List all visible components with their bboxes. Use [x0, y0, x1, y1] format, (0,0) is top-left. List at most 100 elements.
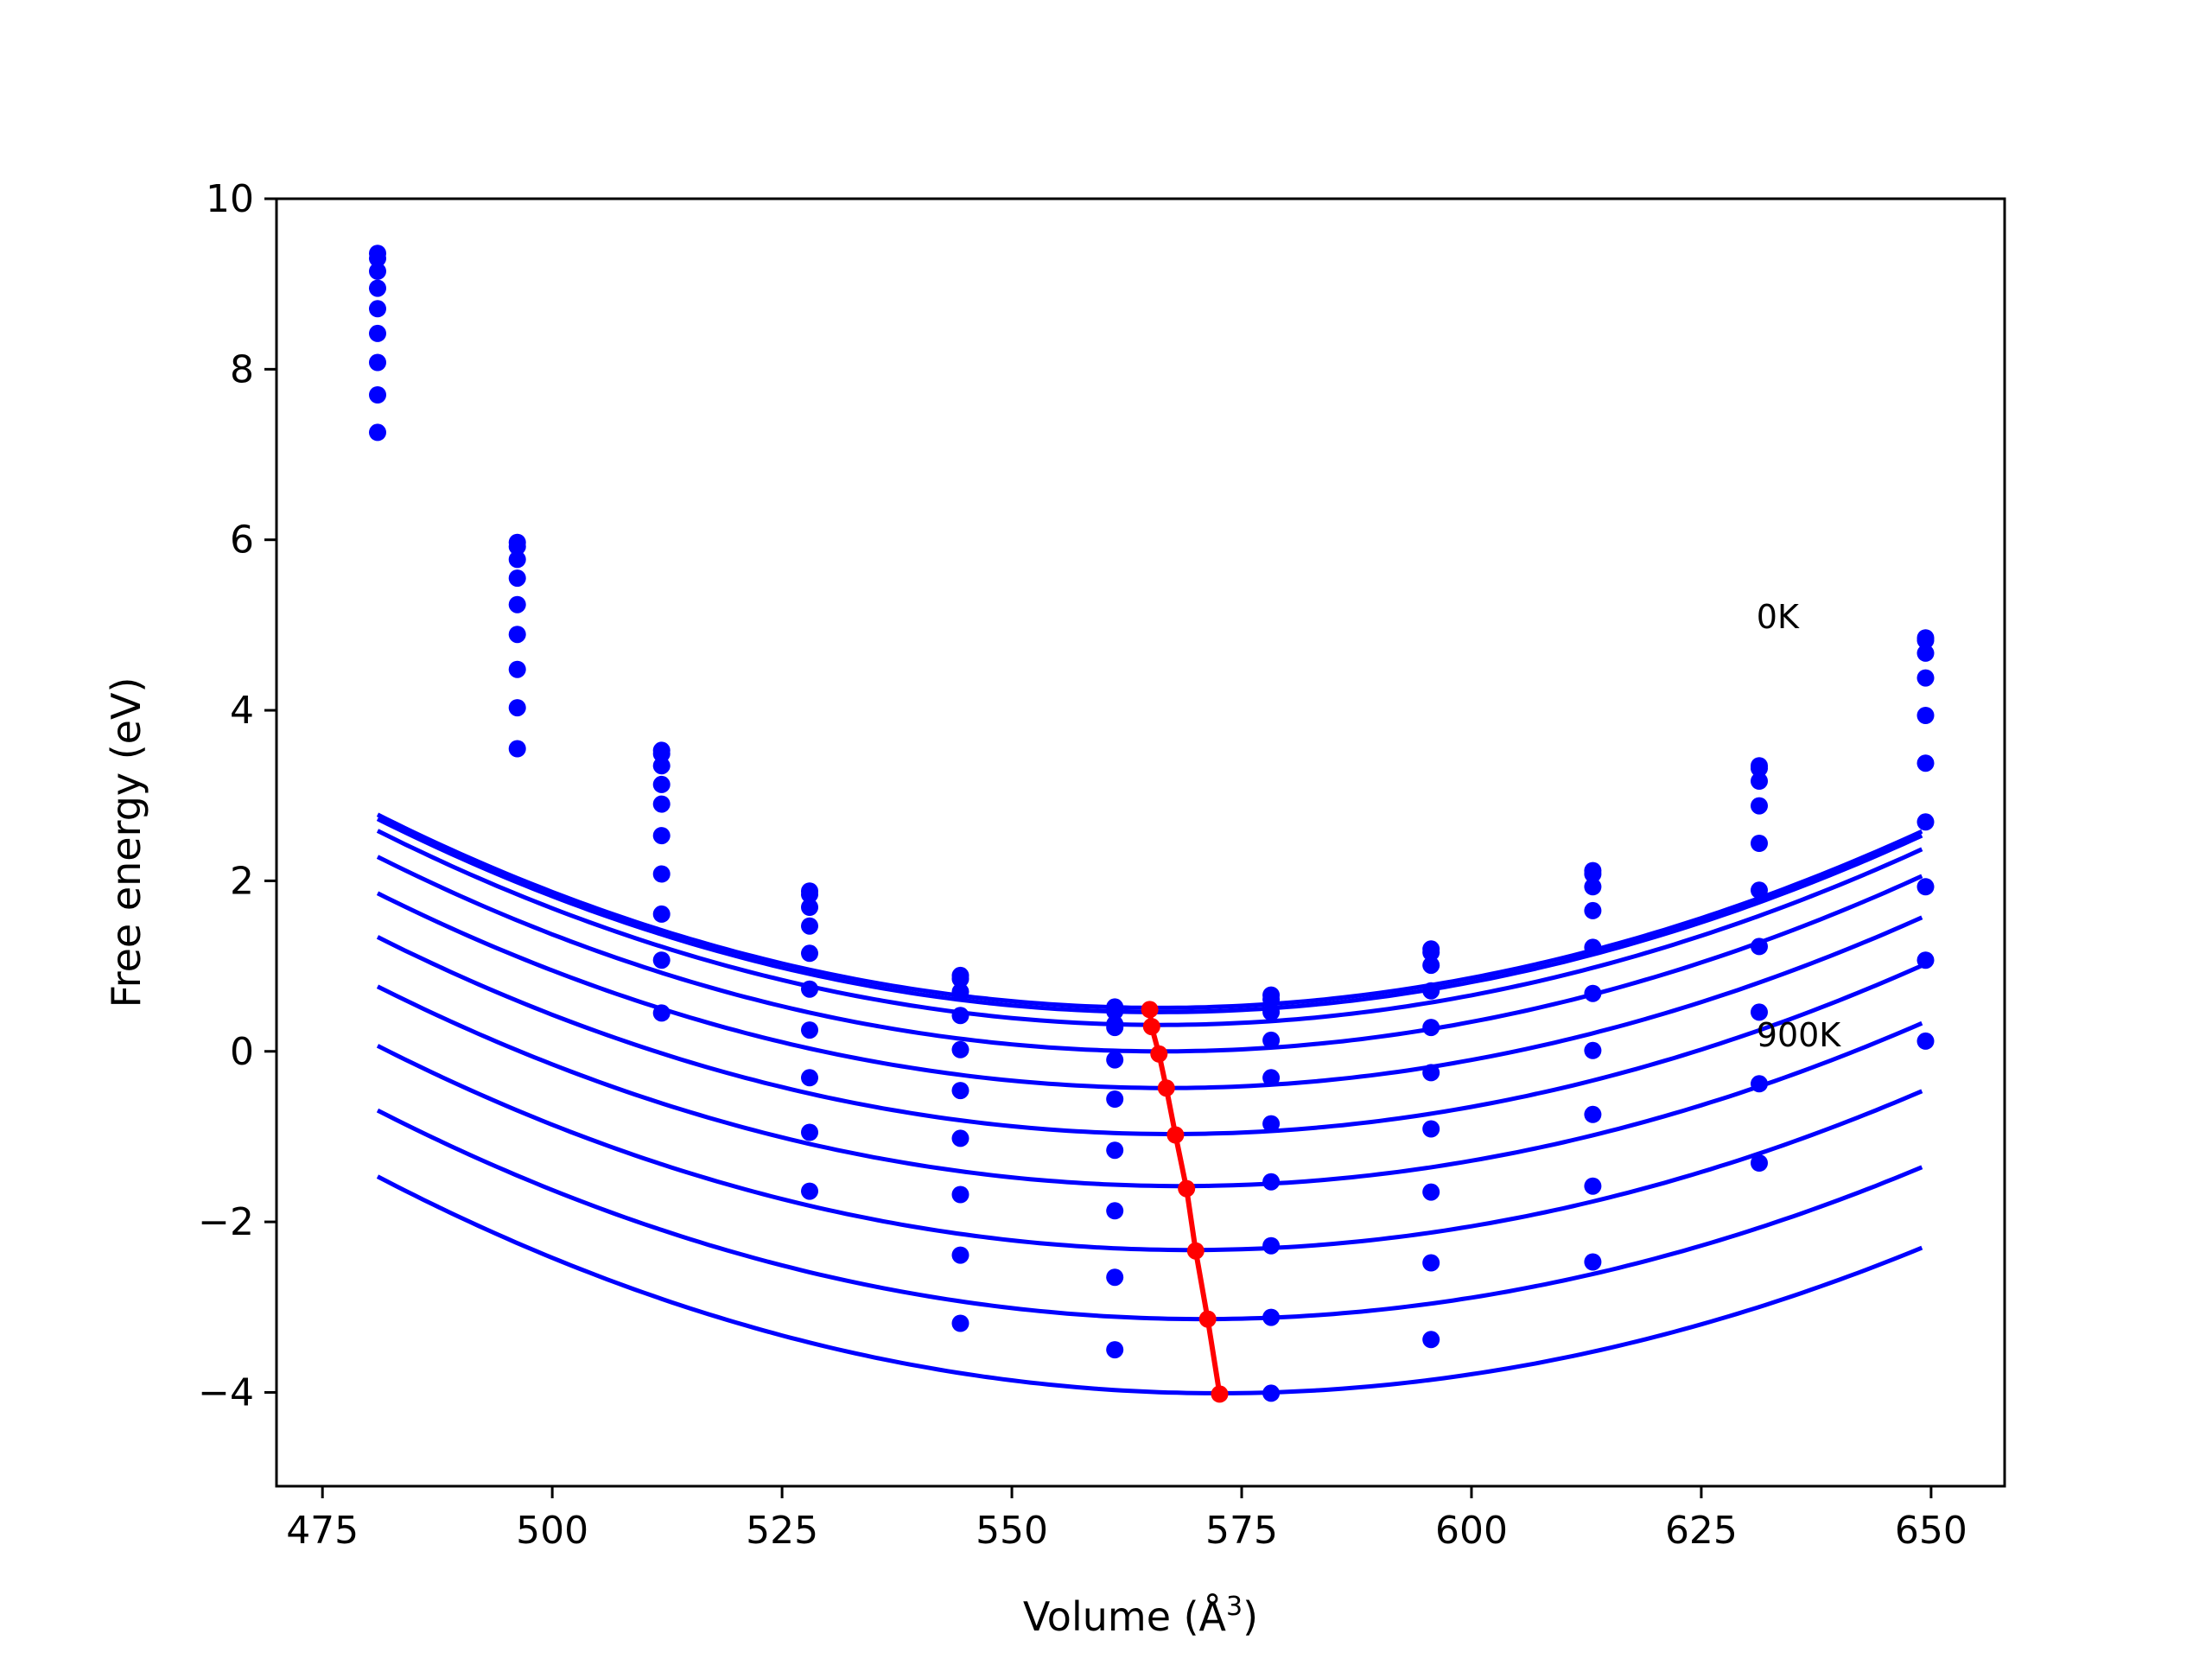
- data-point-1-9: [1751, 760, 1768, 778]
- minimum-point-1: [1142, 1018, 1160, 1036]
- data-point-7-2: [652, 905, 671, 923]
- data-point-8-0: [369, 423, 386, 442]
- data-point-9-7: [1422, 1331, 1440, 1349]
- x-tick-label: 625: [1665, 1509, 1738, 1553]
- data-points: [369, 245, 1935, 1402]
- fit-curve-6: [376, 984, 1923, 1189]
- data-point-6-7: [1422, 1120, 1440, 1138]
- data-point-6-10: [1916, 813, 1935, 831]
- data-point-4-2: [652, 795, 671, 813]
- data-point-8-6: [1262, 1308, 1281, 1326]
- data-point-9-10: [1916, 1032, 1935, 1050]
- data-point-2-9: [1751, 772, 1768, 790]
- data-point-4-9: [1751, 835, 1768, 852]
- y-tick-label: 2: [230, 859, 254, 903]
- data-point-5-2: [652, 827, 671, 845]
- x-axis-label-superscript: 3: [1226, 1592, 1243, 1622]
- data-point-3-7: [1422, 982, 1440, 1000]
- data-point-9-5: [1106, 1341, 1124, 1359]
- data-point-4-7: [1422, 1019, 1440, 1037]
- minimum-point-7: [1198, 1310, 1217, 1328]
- data-point-3-2: [652, 775, 671, 793]
- data-point-7-8: [1584, 1105, 1602, 1123]
- data-point-1-0: [369, 250, 386, 268]
- data-point-6-8: [1584, 1041, 1602, 1059]
- x-tick-label: 525: [746, 1509, 818, 1553]
- data-point-3-10: [1916, 669, 1935, 687]
- data-point-6-4: [951, 1129, 969, 1147]
- data-point-4-4: [951, 1040, 969, 1058]
- y-tick-label: −2: [198, 1200, 254, 1244]
- fit-curve-3: [376, 855, 1923, 1054]
- data-point-4-10: [1916, 707, 1935, 724]
- data-point-7-5: [1106, 1202, 1124, 1220]
- minimum-point-8: [1211, 1385, 1229, 1403]
- data-point-4-6: [1262, 1069, 1281, 1087]
- y-tick-label: 4: [230, 689, 254, 733]
- fit-curve-7: [376, 1044, 1923, 1253]
- data-point-6-1: [508, 660, 526, 678]
- data-point-9-2: [652, 1004, 671, 1022]
- minimum-point-0: [1141, 1001, 1159, 1019]
- data-point-1-3: [801, 886, 818, 904]
- y-tick-label: 10: [206, 177, 254, 221]
- x-tick-label: 575: [1205, 1509, 1278, 1553]
- data-point-3-9: [1751, 797, 1768, 815]
- data-point-3-6: [1262, 1031, 1281, 1049]
- data-point-6-9: [1751, 938, 1768, 956]
- y-tick-label: −4: [198, 1370, 254, 1414]
- x-axis-label: Volume (Å3): [1023, 1592, 1258, 1640]
- data-point-2-10: [1916, 644, 1935, 662]
- data-point-6-5: [1106, 1141, 1124, 1160]
- data-point-3-4: [951, 1007, 969, 1025]
- x-tick-label: 475: [286, 1509, 359, 1553]
- data-point-5-7: [1422, 1064, 1440, 1082]
- data-point-8-3: [801, 1123, 818, 1141]
- data-point-9-9: [1751, 1154, 1768, 1172]
- data-point-5-0: [369, 324, 386, 342]
- y-tick-label: 8: [230, 347, 254, 391]
- data-point-1-1: [508, 537, 526, 556]
- temperature-annotation: 900K: [1757, 1016, 1842, 1054]
- data-point-8-10: [1916, 951, 1935, 969]
- data-point-5-6: [1262, 1115, 1281, 1133]
- x-axis-label-close: ): [1243, 1593, 1258, 1640]
- fit-curve-4: [376, 891, 1923, 1090]
- data-point-7-0: [369, 386, 386, 404]
- x-tick-label: 550: [976, 1509, 1048, 1553]
- minimum-point-4: [1166, 1126, 1185, 1144]
- data-point-3-5: [1106, 1019, 1124, 1037]
- fit-curve-9: [376, 1174, 1923, 1395]
- data-point-8-1: [508, 740, 526, 758]
- minimum-point-3: [1157, 1079, 1175, 1097]
- data-point-1-4: [951, 969, 969, 988]
- data-point-1-6: [1262, 990, 1281, 1008]
- data-point-2-0: [369, 262, 386, 280]
- data-point-5-5: [1106, 1090, 1124, 1108]
- data-point-1-5: [1106, 1002, 1124, 1020]
- data-point-8-8: [1584, 1177, 1602, 1195]
- data-point-6-2: [652, 865, 671, 883]
- data-point-3-3: [801, 917, 818, 935]
- data-point-3-1: [508, 569, 526, 588]
- x-tick-label: 500: [516, 1509, 588, 1553]
- data-point-2-3: [801, 899, 818, 916]
- y-axis-ticks: −4 −2 0 2 4 6 8 10: [198, 177, 276, 1414]
- data-point-2-1: [508, 550, 526, 569]
- data-point-5-10: [1916, 754, 1935, 772]
- data-point-9-6: [1262, 1384, 1281, 1402]
- data-point-8-5: [1106, 1268, 1124, 1287]
- data-point-1-8: [1584, 865, 1602, 883]
- minimum-point-5: [1178, 1179, 1196, 1198]
- data-point-3-8: [1584, 901, 1602, 919]
- y-tick-label: 6: [230, 518, 254, 563]
- temperature-annotation: 0K: [1757, 598, 1800, 636]
- data-point-8-2: [652, 951, 671, 969]
- data-point-7-1: [508, 699, 526, 717]
- data-point-7-3: [801, 1069, 818, 1087]
- minimum-path: [1141, 1001, 1229, 1403]
- data-point-5-9: [1751, 881, 1768, 899]
- x-tick-label: 650: [1895, 1509, 1967, 1553]
- data-point-2-4: [951, 982, 969, 1001]
